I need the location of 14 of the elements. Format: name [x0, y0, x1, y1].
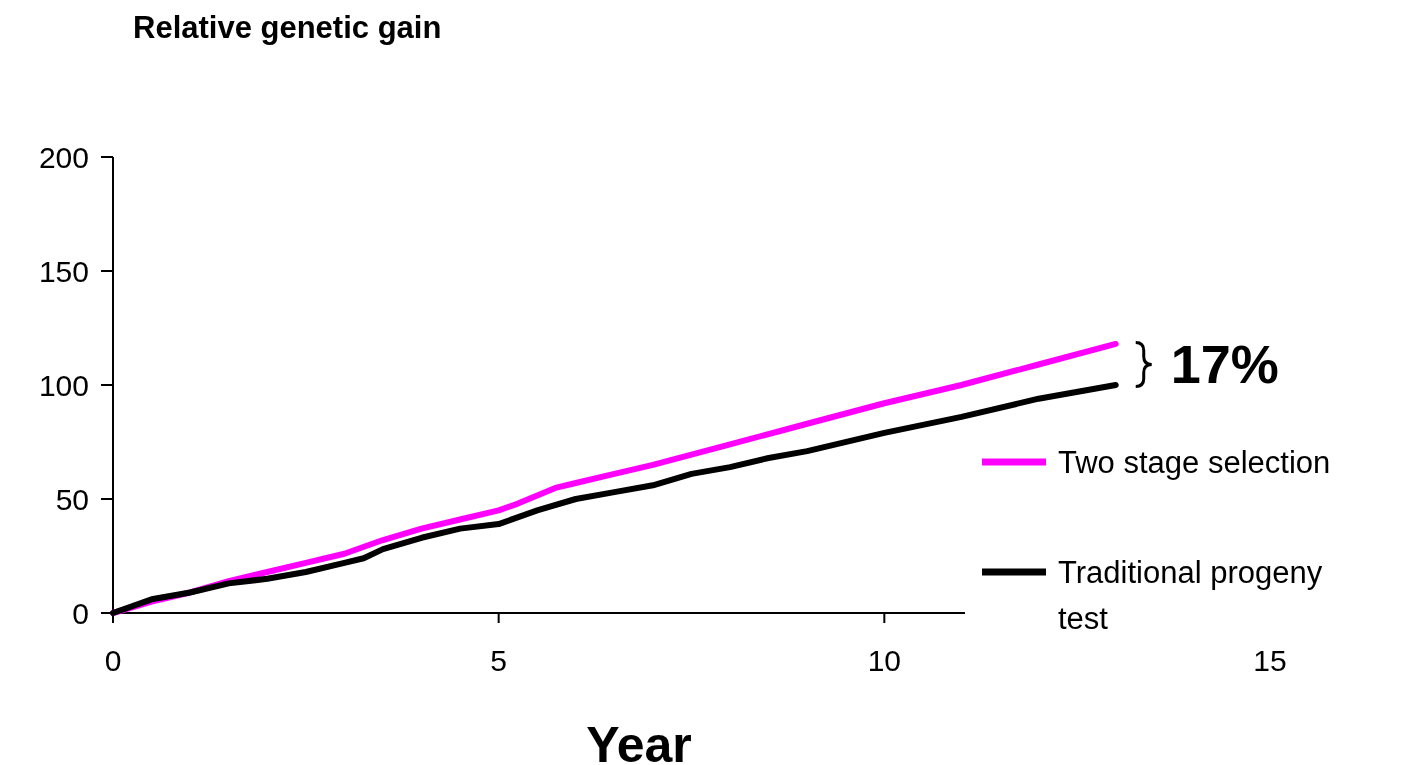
legend-label: Two stage selection — [1058, 444, 1331, 480]
y-tick-label: 200 — [38, 140, 89, 174]
x-tick-label: 10 — [867, 644, 902, 677]
annotation: 17% — [1170, 334, 1279, 395]
x-axis-title: Year — [586, 717, 692, 765]
legend-label: Traditional progeny test — [1058, 554, 1323, 637]
x-tick-label: 0 — [104, 644, 122, 677]
x-tick-label: 5 — [490, 644, 508, 677]
y-tick-label: 0 — [72, 596, 89, 630]
y-tick-label: 150 — [38, 254, 89, 288]
y-tick-label: 50 — [55, 482, 89, 516]
y-tick-label: 100 — [38, 368, 89, 402]
x-tick-label: 15 — [1253, 644, 1287, 677]
chart-title: Relative genetic gain — [133, 10, 442, 45]
